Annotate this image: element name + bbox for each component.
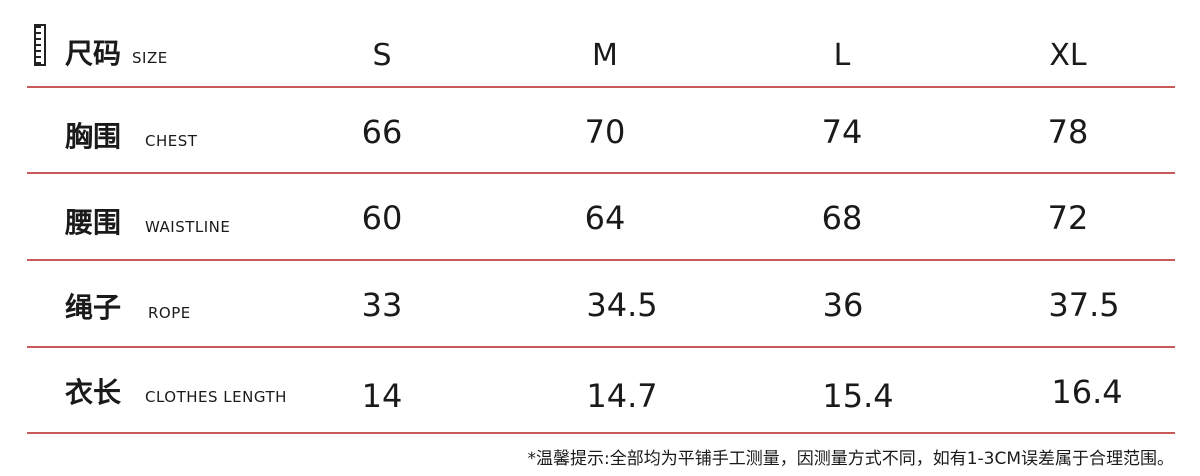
value-m: 14.7	[586, 377, 658, 415]
divider	[27, 432, 1175, 434]
value-xl: 78	[1047, 113, 1089, 151]
value-m: 70	[584, 113, 626, 151]
value-m: 34.5	[586, 286, 658, 324]
table-row-clothes-length: 衣长 CLOTHES LENGTH 14 14.7 15.4 16.4	[0, 347, 1200, 433]
row-label-en: WAISTLINE	[145, 218, 231, 236]
divider	[27, 86, 1175, 88]
size-m: M	[592, 38, 618, 73]
value-s: 66	[361, 113, 403, 151]
ruler-icon	[34, 24, 46, 66]
row-label-cn: 绳子	[65, 291, 122, 324]
size-l: L	[833, 38, 851, 73]
table-row-rope: 绳子 ROPE 33 34.5 36 37.5	[0, 260, 1200, 346]
header-label-cn: 尺码	[65, 37, 122, 70]
row-label-cn: 腰围	[65, 206, 122, 239]
measurement-note: *温馨提示:全部均为平铺手工测量，因测量方式不同，如有1-3CM误差属于合理范围…	[527, 449, 1174, 469]
value-xl: 16.4	[1051, 373, 1123, 411]
row-label-cn: 衣长	[65, 376, 122, 409]
value-xl: 72	[1047, 199, 1089, 237]
value-l: 15.4	[822, 377, 894, 415]
table-row-waistline: 腰围 WAISTLINE 60 64 68 72	[0, 173, 1200, 259]
value-xl: 37.5	[1048, 286, 1120, 324]
value-l: 68	[821, 199, 863, 237]
divider	[27, 172, 1175, 174]
value-l: 74	[821, 113, 863, 151]
value-l: 36	[822, 286, 864, 324]
value-s: 33	[361, 286, 403, 324]
row-label-cn: 胸围	[65, 120, 122, 153]
value-s: 14	[361, 377, 403, 415]
value-s: 60	[361, 199, 403, 237]
header-row: 尺码 SIZE S M L XL	[0, 0, 1200, 86]
size-s: S	[372, 38, 392, 73]
row-label-en: CLOTHES LENGTH	[145, 388, 287, 406]
divider	[27, 259, 1175, 261]
header-label-en: SIZE	[132, 49, 168, 67]
row-label-en: CHEST	[145, 132, 198, 150]
size-xl: XL	[1049, 38, 1087, 73]
value-m: 64	[584, 199, 626, 237]
row-label-en: ROPE	[148, 304, 191, 322]
table-row-chest: 胸围 CHEST 66 70 74 78	[0, 87, 1200, 173]
divider	[27, 346, 1175, 348]
